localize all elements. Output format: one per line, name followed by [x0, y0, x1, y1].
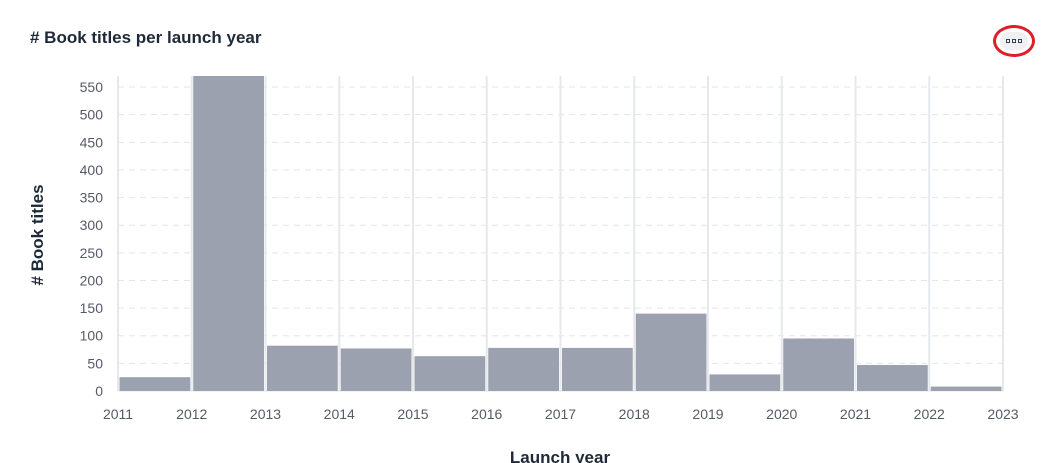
- x-tick-label: 2017: [545, 406, 576, 422]
- more-options-icon: [1012, 39, 1016, 43]
- x-tick-label: 2012: [176, 406, 207, 422]
- bar: [635, 313, 707, 391]
- y-tick-label: 250: [80, 245, 104, 261]
- more-options-icon: [1018, 39, 1022, 43]
- bar: [709, 374, 781, 391]
- y-ticks: 0 50 100 150 200 250 300 350 400 450 500 550: [80, 79, 104, 399]
- bar: [414, 356, 486, 391]
- grid: [117, 76, 1004, 392]
- y-tick-label: 300: [80, 217, 104, 233]
- x-tick-label: 2018: [619, 406, 650, 422]
- y-tick-label: 500: [80, 107, 104, 123]
- x-axis-label: Launch year: [509, 448, 611, 463]
- y-tick-label: 200: [80, 272, 104, 288]
- y-tick-label: 100: [80, 328, 104, 344]
- bars: [119, 76, 1002, 391]
- more-options-button[interactable]: [1000, 32, 1028, 50]
- y-tick-label: 150: [80, 300, 104, 316]
- x-tick-label: 2021: [840, 406, 871, 422]
- y-tick-label: 450: [80, 134, 104, 150]
- bar: [119, 377, 191, 391]
- x-tick-label: 2020: [766, 406, 797, 422]
- x-tick-label: 2015: [397, 406, 428, 422]
- x-tick-label: 2013: [250, 406, 281, 422]
- y-tick-label: 0: [95, 383, 103, 399]
- y-tick-label: 550: [80, 79, 104, 95]
- y-tick-label: 50: [87, 355, 103, 371]
- x-tick-label: 2016: [471, 406, 502, 422]
- x-tick-label: 2019: [692, 406, 723, 422]
- chart-title: # Book titles per launch year: [30, 28, 262, 47]
- x-tick-label: 2011: [103, 406, 133, 422]
- more-options-icon: [1006, 39, 1010, 43]
- bar: [783, 338, 854, 391]
- x-ticks: 2011 2012 2013 2014 2015 2016 2017 2018 2019 2020…: [103, 406, 1019, 422]
- y-tick-label: 400: [80, 162, 104, 178]
- bar: [562, 347, 633, 391]
- x-tick-label: 2014: [324, 406, 355, 422]
- bar: [930, 386, 1002, 391]
- bar: [340, 348, 412, 391]
- bar: [267, 345, 338, 391]
- menu-highlight: [993, 25, 1035, 57]
- bar: [857, 365, 928, 391]
- bar: [193, 76, 264, 391]
- y-tick-label: 350: [80, 190, 104, 206]
- x-tick-label: 2022: [914, 406, 945, 422]
- x-tick-label: 2023: [987, 406, 1018, 422]
- bar: [488, 347, 559, 391]
